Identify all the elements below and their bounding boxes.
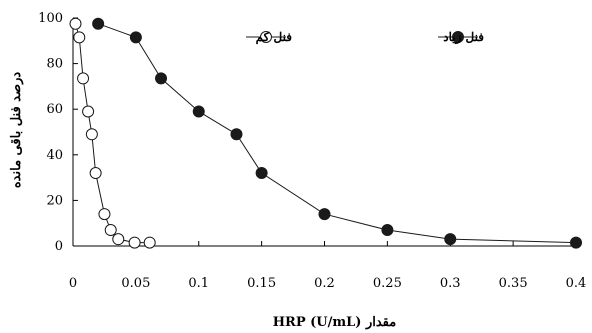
data-point: [318, 208, 331, 221]
y-tick-label: 40: [46, 148, 63, 163]
legend-label: فنل کم: [256, 30, 293, 45]
data-point: [77, 72, 90, 85]
x-tick-label: 0.25: [373, 276, 402, 291]
data-point: [444, 233, 457, 246]
x-tick-label: 0.4: [566, 276, 587, 291]
series-0: [92, 17, 582, 249]
series-1: [69, 17, 156, 249]
data-point: [255, 167, 268, 180]
y-ticks: 0 20 40 60 80 100: [38, 11, 78, 254]
x-tick-label: 0.3: [440, 276, 461, 291]
y-tick-label: 60: [46, 102, 63, 117]
x-axis-title: مقدار HRP (U/mL): [273, 315, 396, 330]
data-point: [381, 224, 394, 237]
data-point: [143, 236, 156, 249]
data-point: [69, 17, 82, 30]
data-point: [82, 105, 95, 118]
data-point: [128, 236, 141, 249]
data-point: [73, 31, 86, 44]
data-point: [570, 236, 582, 249]
x-tick-label: 0.15: [247, 276, 276, 291]
data-point: [129, 31, 142, 44]
series-line: [97, 23, 577, 244]
legend-marker: [452, 31, 464, 43]
data-point: [155, 72, 168, 85]
legend: فنل زیاد فنل کم: [246, 30, 484, 45]
y-tick-label: 20: [46, 193, 63, 208]
x-tick-label: 0.35: [499, 276, 528, 291]
data-point: [98, 208, 111, 221]
y-tick-label: 0: [55, 239, 63, 254]
x-tick-label: 0: [69, 276, 77, 291]
y-tick-label: 100: [38, 11, 63, 26]
legend-item: فنل زیاد: [438, 30, 484, 45]
legend-marker: [260, 31, 272, 43]
y-axis-title: درصد فنل باقی مانده: [9, 72, 24, 189]
x-tick-label: 0.1: [188, 276, 209, 291]
data-point: [230, 128, 243, 141]
data-point: [92, 17, 105, 30]
legend-item: فنل کم: [246, 30, 292, 45]
x-ticks: 0 0.05 0.1 0.15 0.2 0.25 0.3 0.35 0.4: [69, 241, 586, 291]
legend-label: فنل زیاد: [443, 30, 484, 45]
x-tick-label: 0.2: [314, 276, 335, 291]
data-point: [89, 167, 102, 180]
data-point: [104, 224, 117, 237]
data-point: [112, 233, 125, 246]
data-point: [192, 105, 205, 118]
y-tick-label: 80: [46, 57, 63, 72]
x-tick-label: 0.05: [121, 276, 150, 291]
data-point: [85, 128, 98, 141]
series-layer: [69, 17, 582, 249]
